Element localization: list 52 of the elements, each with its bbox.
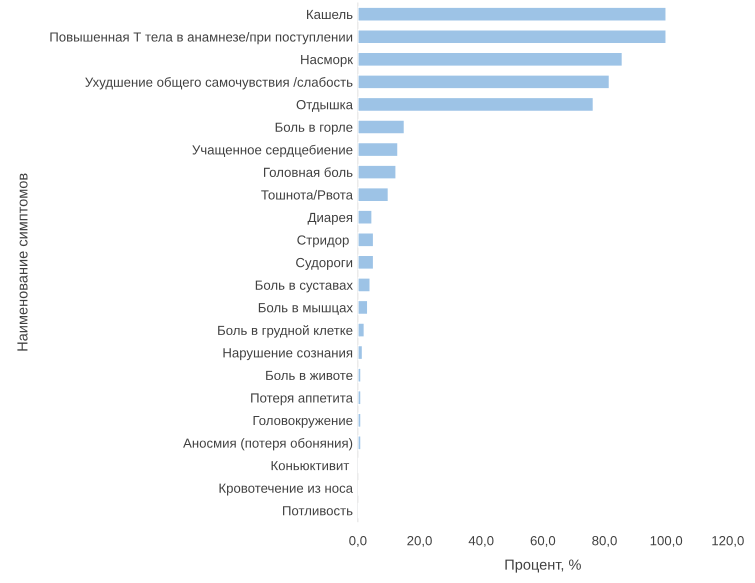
y-tick-label: Боль в мышцах bbox=[258, 303, 353, 315]
y-tick-label: Кашель bbox=[307, 10, 352, 20]
bar bbox=[358, 322, 366, 338]
y-tick-label: Боль в горле bbox=[276, 122, 352, 135]
y-tick-label: Кровотечение из носа bbox=[220, 484, 354, 496]
y-tick-label: Головная боль bbox=[264, 167, 352, 178]
y-tick-label: Потливость bbox=[283, 506, 352, 516]
y-tick-label: Боль в грудной клетке bbox=[218, 325, 352, 338]
bar bbox=[358, 412, 362, 428]
y-tick-label: Насморк bbox=[301, 55, 354, 67]
x-tick-label: 40,0 bbox=[468, 536, 494, 547]
y-tick-label: Учащенное сердцебиение bbox=[192, 144, 352, 158]
x-tick-label: 100,0 bbox=[650, 536, 682, 547]
y-tick-label: Стридор bbox=[297, 235, 349, 248]
x-axis-title: Процент, % bbox=[505, 560, 581, 573]
y-tick-label: Диарея bbox=[308, 212, 352, 225]
bar bbox=[358, 254, 374, 270]
y-tick-label: Повышенная Т тела в анамнезе/при поступлении bbox=[50, 32, 352, 44]
bar bbox=[358, 164, 397, 180]
bar bbox=[358, 29, 667, 44]
y-tick-label: Коньюктивит bbox=[272, 461, 350, 470]
y-axis-title: Наименование симптомов bbox=[17, 173, 28, 351]
bar bbox=[358, 390, 362, 406]
bar bbox=[358, 300, 368, 316]
y-tick-label: Боль в животе bbox=[266, 370, 352, 380]
bar bbox=[358, 96, 594, 112]
x-tick-label: 60,0 bbox=[530, 536, 556, 547]
x-tick-label: 80,0 bbox=[592, 536, 617, 547]
x-tick-label: 120,0 bbox=[712, 536, 744, 547]
bar bbox=[358, 119, 406, 135]
bar bbox=[358, 367, 362, 383]
bar bbox=[358, 142, 399, 158]
x-tick-label: 20,0 bbox=[407, 536, 432, 547]
bar bbox=[358, 186, 390, 202]
bar bbox=[358, 74, 610, 90]
bar bbox=[358, 435, 362, 451]
y-tick-label: Аносмия (потеря обоняния) bbox=[183, 438, 352, 450]
y-tick-label: Потеря аппетита bbox=[251, 393, 354, 406]
x-tick-label: 0,0 bbox=[349, 536, 367, 547]
bar bbox=[358, 344, 364, 360]
y-tick-label: Ухудшение общего самочувствия /слабость bbox=[85, 77, 352, 90]
y-tick-label: Боль в суставах bbox=[256, 280, 353, 292]
y-tick-label: Головокружение bbox=[254, 416, 352, 428]
bar bbox=[358, 232, 374, 248]
bar bbox=[358, 210, 373, 225]
bar bbox=[358, 277, 371, 293]
y-tick-label: Нарушение сознания bbox=[223, 348, 352, 360]
y-tick-label: Отдышка bbox=[296, 100, 354, 112]
y-tick-label: Тошнота/Рвота bbox=[261, 190, 354, 200]
bar bbox=[358, 6, 667, 22]
y-tick-label: Судороги bbox=[296, 258, 352, 270]
bar bbox=[358, 52, 624, 67]
